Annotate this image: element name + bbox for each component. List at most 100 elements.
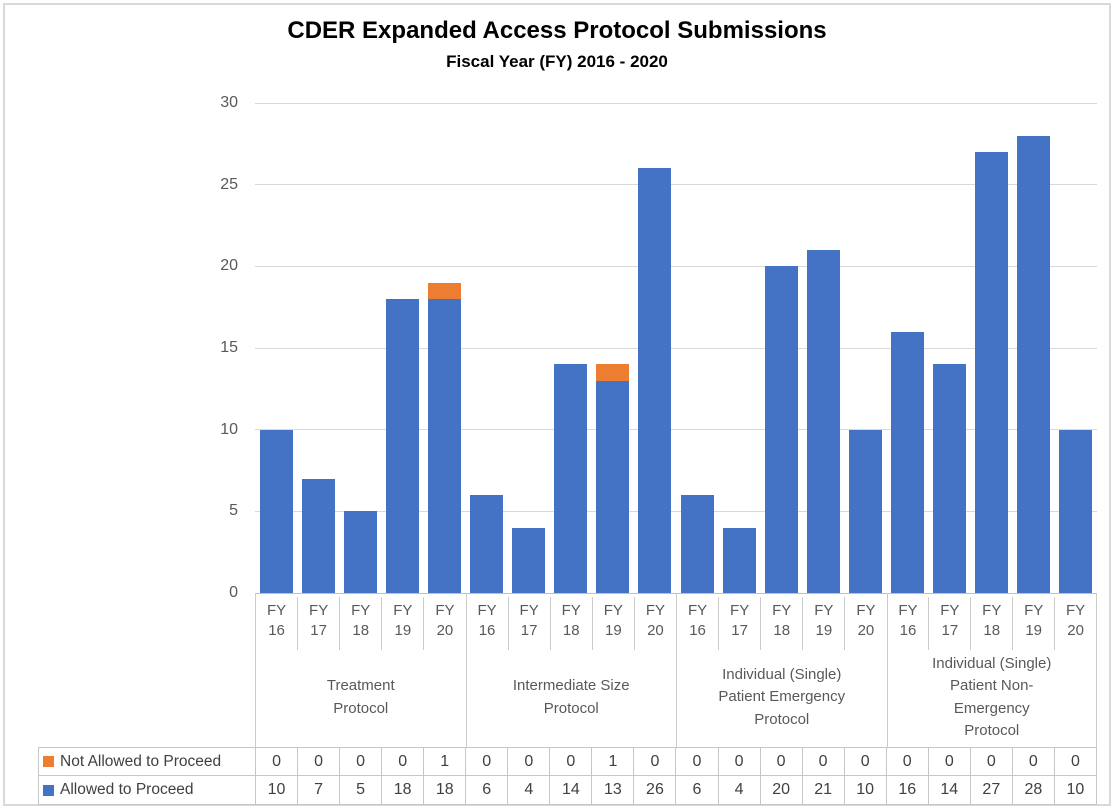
group-label-line: Protocol — [754, 710, 810, 728]
chart-subtitle: Fiscal Year (FY) 2016 - 2020 — [446, 52, 668, 71]
fy-prefix: FY — [645, 602, 665, 619]
bar-allowed-group1-fy18 — [343, 511, 377, 593]
fy-tick-label-fy18: FY 18 — [340, 597, 383, 650]
fy-tick-label-fy17: FY 17 — [298, 597, 341, 650]
fy-year: 17 — [941, 622, 959, 640]
bar-allowed-group4-fy18 — [975, 152, 1009, 593]
group-label-line: Protocol — [964, 722, 1020, 739]
table-value: 0 — [759, 748, 802, 775]
fy-tick-label-fy18: FY 18 — [551, 597, 593, 650]
table-value: 0 — [843, 748, 886, 775]
bar-allowed-group4-fy19 — [1017, 135, 1051, 593]
gridline-y-30 — [255, 102, 1097, 104]
gridline-y-10 — [255, 429, 1097, 431]
group-label-line: Intermediate Size — [512, 677, 630, 694]
fy-year: 18 — [773, 622, 791, 640]
fy-tick-label-fy19: FY 19 — [593, 597, 635, 650]
fy-prefix: FY — [266, 602, 287, 619]
fy-prefix: FY — [940, 602, 960, 619]
y-tick-label-15: 15 — [220, 339, 238, 356]
table-value: 10 — [255, 776, 297, 804]
gridline-y-5 — [255, 510, 1097, 512]
table-value: 7 — [297, 776, 339, 804]
data-table-legend: Not Allowed to Proceed 0 0 0 0 1 0 0 0 1 0 0 0 0 0 0 0 0 0… — [38, 747, 1097, 805]
fy-year: 20 — [647, 622, 664, 640]
table-value: 10 — [1053, 776, 1097, 804]
fy-prefix: FY — [1024, 602, 1044, 619]
fy-prefix: FY — [351, 602, 371, 619]
y-tick-label-25: 25 — [220, 175, 238, 193]
fy-prefix: FY — [772, 602, 792, 619]
y-tick-label-30: 30 — [220, 94, 238, 111]
table-value: 0 — [675, 748, 717, 775]
group-label-line: Treatment — [326, 677, 395, 694]
fy-year: 18 — [562, 622, 580, 640]
table-value: 0 — [633, 748, 675, 775]
fy-year: 19 — [1025, 622, 1043, 640]
table-value: 14 — [549, 776, 591, 804]
fy-prefix: FY — [477, 602, 497, 619]
chart-title: CDER Expanded Access Protocol Submission… — [287, 17, 827, 44]
table-value: 0 — [1053, 748, 1097, 775]
bar-allowed-group1-fy17 — [301, 478, 335, 593]
table-value: 0 — [969, 748, 1012, 775]
bar-allowed-group3-fy18 — [764, 266, 798, 593]
table-value: 0 — [381, 748, 423, 775]
fy-tick-label-fy20: FY 20 — [424, 597, 465, 650]
bar-allowed-group4-fy16 — [891, 331, 925, 593]
legend-label: Allowed to Proceed — [60, 781, 194, 798]
fy-year: 18 — [983, 622, 1001, 640]
table-value: 4 — [507, 776, 549, 804]
fy-tick-label-fy16: FY 16 — [888, 597, 930, 650]
not-allowed-legend-swatch-icon — [43, 756, 54, 767]
table-value: 1 — [423, 748, 465, 775]
fy-tick-label-fy19: FY 19 — [382, 597, 425, 650]
table-value: 0 — [297, 748, 339, 775]
fy-label-row: FY 16 FY 17 FY 18 FY 19 FY 20 — [467, 597, 677, 650]
table-value: 21 — [801, 776, 844, 804]
table-value: 0 — [801, 748, 844, 775]
fy-year: 16 — [689, 622, 706, 640]
bar-allowed-group4-fy17 — [933, 364, 967, 593]
fy-prefix: FY — [1065, 602, 1086, 619]
table-value: 0 — [507, 748, 549, 775]
fy-prefix: FY — [814, 602, 834, 619]
table-value: 27 — [969, 776, 1012, 804]
group-label-line: Emergency — [953, 699, 1030, 717]
group-label-line: Patient Emergency — [718, 688, 846, 706]
fy-prefix: FY — [603, 602, 623, 619]
fy-tick-label-fy18: FY 18 — [971, 597, 1014, 650]
group-label-line: Individual (Single) — [932, 654, 1052, 672]
table-value: 20 — [759, 776, 802, 804]
allowed-legend-swatch-icon — [43, 784, 54, 796]
fy-prefix: FY — [309, 602, 329, 619]
table-value: 0 — [927, 748, 970, 775]
table-value: 4 — [717, 776, 760, 804]
group-cell-1: FY 16 FY 17 FY 18 FY 19 FY 20 Treatment Protocol — [255, 593, 466, 747]
data-table-row-not-allowed: Not Allowed to Proceed 0 0 0 0 1 0 0 0 1 0 0 0 0 0 0 0 0 0… — [38, 747, 1097, 776]
bar-allowed-group1-fy16 — [259, 429, 293, 593]
group-cell-3: FY 16 FY 17 FY 18 FY 19 FY 20 Individual (Single) P… — [676, 593, 887, 747]
fy-year: 17 — [310, 622, 327, 640]
fy-tick-label-fy20: FY 20 — [635, 597, 676, 650]
bar-allowed-group3-fy17 — [722, 527, 756, 593]
table-value: 0 — [339, 748, 381, 775]
legend-label: Not Allowed to Proceed — [60, 752, 222, 770]
table-value: 10 — [843, 776, 886, 804]
table-value: 18 — [423, 776, 465, 804]
fy-tick-label-fy18: FY 18 — [761, 597, 804, 650]
table-value: 13 — [591, 776, 633, 804]
bar-not-allowed-group1-fy20 — [427, 282, 461, 299]
fy-tick-label-fy17: FY 17 — [929, 597, 972, 650]
fy-tick-label-fy19: FY 19 — [803, 597, 846, 650]
fy-year: 20 — [1067, 622, 1084, 640]
fy-year: 19 — [394, 622, 412, 640]
fy-tick-label-fy17: FY 17 — [719, 597, 762, 650]
fy-tick-label-fy20: FY 20 — [1055, 597, 1096, 650]
y-tick-label-5: 5 — [229, 502, 238, 520]
group-label-line: Protocol — [543, 699, 599, 717]
fy-prefix: FY — [393, 602, 413, 619]
table-value: 0 — [465, 748, 507, 775]
fy-label-row: FY 16 FY 17 FY 18 FY 19 FY 20 — [256, 597, 466, 650]
fy-label-row: FY 16 FY 17 FY 18 FY 19 FY 20 — [677, 597, 887, 650]
